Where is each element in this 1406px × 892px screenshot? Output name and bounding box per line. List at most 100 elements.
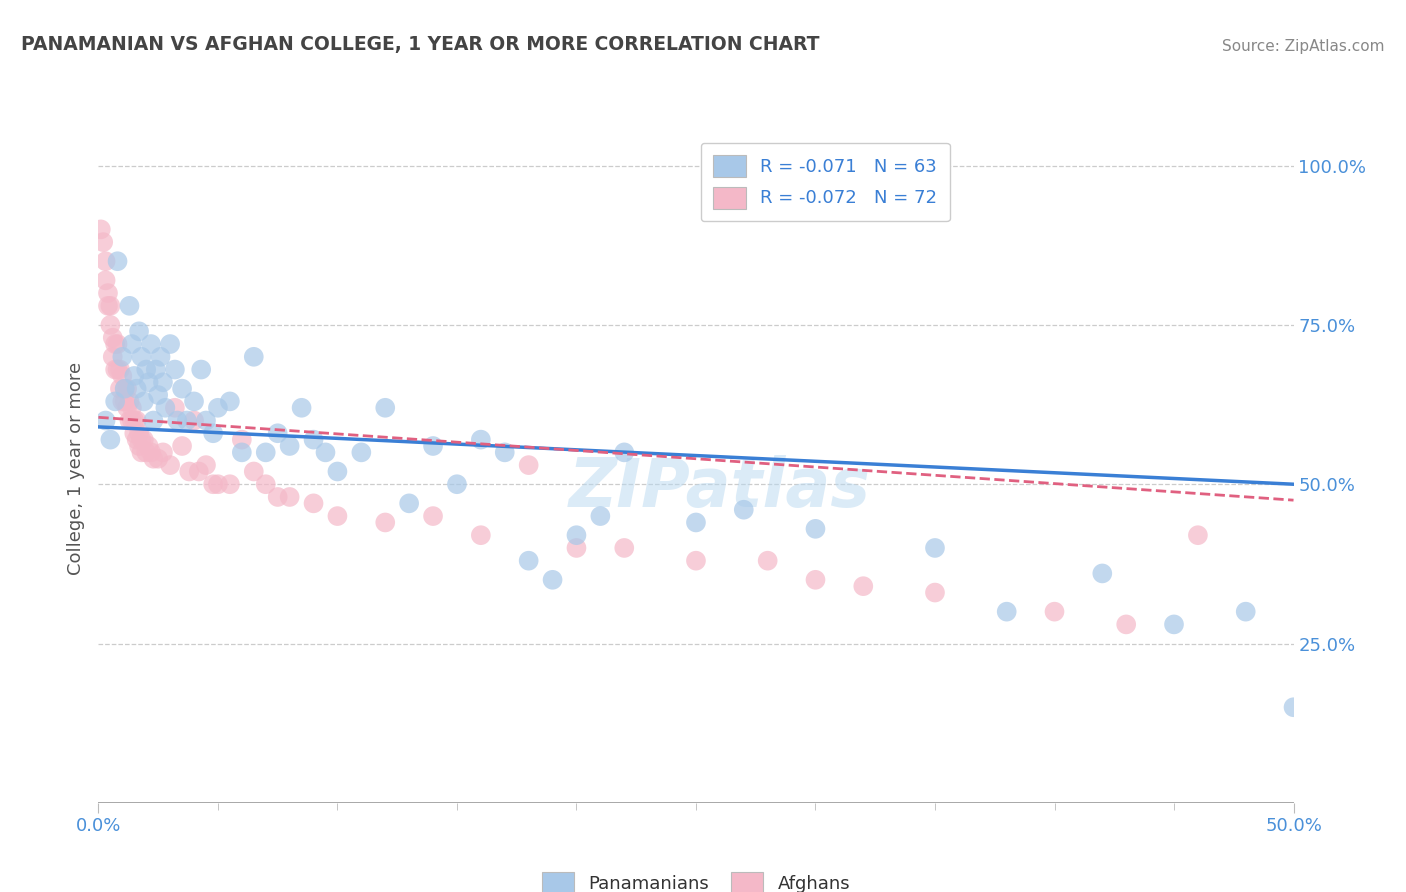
Point [350,445,373,459]
Point [155,401,177,415]
Text: Source: ZipAtlas.com: Source: ZipAtlas.com [1222,38,1385,54]
Point [804,573,827,587]
Point [125,382,148,396]
Point [398,496,420,510]
Point [207,477,229,491]
Point [124,426,146,441]
Point [107,362,129,376]
Point [118,413,141,427]
Point [374,516,396,530]
Point [125,413,148,427]
Point [108,382,131,396]
Point [97,286,120,301]
Point [138,439,160,453]
Point [91,235,114,249]
Legend: Panamanians, Afghans: Panamanians, Afghans [534,864,858,892]
Point [422,439,444,453]
Point [124,413,146,427]
Point [107,337,129,351]
Point [125,433,148,447]
Point [302,433,325,447]
Point [128,324,150,338]
Point [1043,605,1066,619]
Point [111,394,134,409]
Point [202,477,225,491]
Point [1187,528,1209,542]
Point [176,413,198,427]
Point [97,299,120,313]
Point [114,382,136,396]
Point [517,554,540,568]
Point [131,350,153,364]
Point [94,413,117,427]
Point [163,401,186,415]
Point [187,465,209,479]
Point [613,541,636,555]
Point [94,273,117,287]
Point [108,362,131,376]
Y-axis label: College, 1 year or more: College, 1 year or more [66,362,84,574]
Point [166,413,188,427]
Point [190,362,212,376]
Point [1163,617,1185,632]
Point [1115,617,1137,632]
Point [267,426,290,441]
Point [104,337,127,351]
Point [121,337,143,351]
Point [231,433,253,447]
Point [302,496,325,510]
Point [326,465,349,479]
Point [145,362,167,376]
Point [152,445,174,459]
Point [172,439,194,453]
Point [118,299,141,313]
Point [194,413,218,427]
Point [132,433,155,447]
Point [1282,700,1305,714]
Point [243,465,266,479]
Point [446,477,468,491]
Point [470,433,492,447]
Point [183,394,205,409]
Point [159,337,181,351]
Point [107,254,129,268]
Point [115,401,138,415]
Point [613,445,636,459]
Point [163,362,186,376]
Point [104,394,127,409]
Point [219,394,242,409]
Point [98,433,122,447]
Text: PANAMANIAN VS AFGHAN COLLEGE, 1 YEAR OR MORE CORRELATION CHART: PANAMANIAN VS AFGHAN COLLEGE, 1 YEAR OR … [21,35,820,54]
Point [132,394,155,409]
Point [111,368,134,383]
Point [101,350,124,364]
Point [152,376,174,390]
Point [852,579,875,593]
Point [128,426,150,441]
Point [254,477,277,491]
Point [924,585,946,599]
Point [1091,566,1114,581]
Point [685,516,707,530]
Point [804,522,827,536]
Point [1234,605,1257,619]
Point [202,426,225,441]
Point [138,376,160,390]
Point [589,509,612,524]
Point [194,458,218,472]
Point [470,528,492,542]
Point [114,382,136,396]
Point [135,362,157,376]
Point [517,458,540,472]
Point [243,350,266,364]
Point [278,490,301,504]
Point [733,502,755,516]
Point [111,350,134,364]
Point [924,541,946,555]
Point [118,394,141,409]
Point [149,350,172,364]
Point [374,401,396,415]
Point [422,509,444,524]
Point [139,337,162,351]
Point [565,541,588,555]
